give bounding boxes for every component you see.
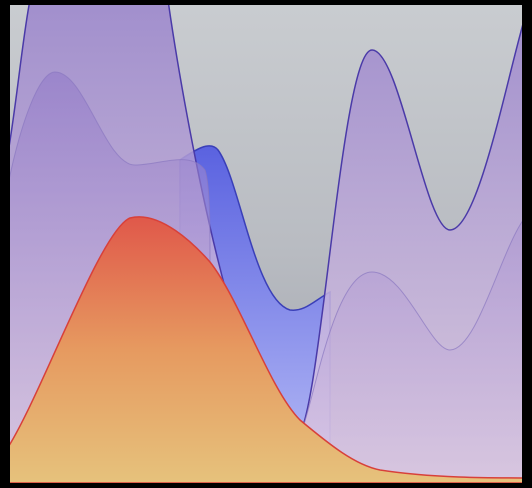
canvas bbox=[10, 5, 522, 483]
orange-area bbox=[10, 216, 522, 483]
